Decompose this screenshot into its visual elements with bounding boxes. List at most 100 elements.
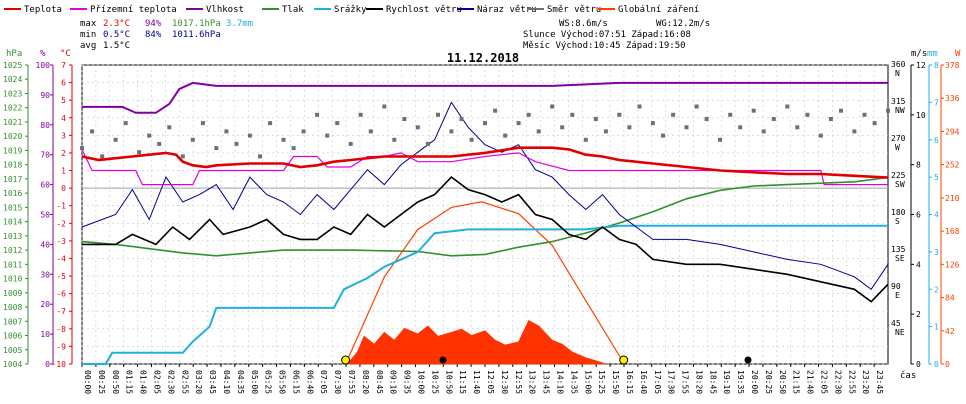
axis-w-label: 84 bbox=[945, 294, 955, 303]
moonrise-marker bbox=[439, 356, 447, 364]
stats-min-humidity: 84% bbox=[145, 30, 162, 40]
axis-degc-label: 2 bbox=[61, 149, 66, 158]
legend-label: Vlhkost bbox=[206, 5, 244, 15]
axis-pct-label: 0 bbox=[45, 360, 50, 369]
axis-pct-label: 50 bbox=[40, 211, 50, 220]
axis-mm-label: 6 bbox=[934, 136, 939, 145]
wind-dir-point bbox=[818, 133, 823, 138]
axis-hpa-label: 1017 bbox=[3, 175, 22, 184]
axis-mm-label: 8 bbox=[934, 61, 939, 70]
axis-ms-label: 2 bbox=[916, 310, 921, 319]
series-layer bbox=[80, 81, 890, 365]
time-tick-label: 01:40 bbox=[139, 370, 148, 394]
legend: Teplota Přízemní teplota Vlhkost Tlak Srážky… bbox=[4, 5, 699, 15]
axis-pct-label: 10 bbox=[40, 330, 50, 339]
wind-dir-point bbox=[113, 137, 118, 142]
wind-dir-point bbox=[718, 137, 723, 142]
time-tick-label: 02:55 bbox=[180, 370, 189, 394]
wind-dir-point bbox=[291, 146, 296, 151]
time-tick-label: 00:00 bbox=[83, 370, 92, 394]
axis-degc-label: 0 bbox=[61, 184, 66, 193]
left-axes: 1025102410231022102110201019101810171016… bbox=[3, 61, 73, 369]
axis-w-label: 336 bbox=[945, 94, 960, 103]
time-tick-label: 22:30 bbox=[833, 370, 842, 394]
axis-degc-label: 6 bbox=[61, 79, 66, 88]
series-humidity bbox=[82, 81, 888, 114]
axis-degc-label: -1 bbox=[56, 202, 66, 211]
wind-dir-point bbox=[671, 112, 676, 117]
axis-hpa-label: 1009 bbox=[3, 289, 22, 298]
wind-dir-point bbox=[469, 137, 474, 142]
axis-w-label: 126 bbox=[945, 260, 960, 269]
legend-label: Globální záření bbox=[618, 5, 699, 15]
legend-label: Náraz větru bbox=[477, 5, 537, 15]
wind-dir-point bbox=[392, 137, 397, 142]
axis-mm-label: 1 bbox=[934, 323, 939, 332]
wind-dir-point bbox=[704, 117, 709, 121]
wind-dir-point bbox=[147, 133, 152, 138]
axis-dir-deg: 180 bbox=[891, 208, 906, 217]
series-radiation-area bbox=[346, 319, 607, 365]
time-tick-label: 17:55 bbox=[681, 370, 690, 394]
wind-dir-point bbox=[358, 112, 363, 117]
moonset-marker bbox=[744, 356, 752, 364]
time-tick-label: 05:00 bbox=[250, 370, 259, 394]
axis-dir-deg: 270 bbox=[891, 134, 906, 143]
axis-w-label: 252 bbox=[945, 161, 960, 170]
time-tick-label: 10:50 bbox=[444, 370, 453, 394]
axis-dir-name: NW bbox=[895, 106, 905, 115]
legend-label: Rychlost větru bbox=[386, 5, 462, 15]
axis-hpa-label: 1016 bbox=[3, 189, 22, 198]
axis-degc-label: 4 bbox=[61, 114, 66, 123]
axis-dir-name: N bbox=[895, 69, 900, 78]
wind-dir-point bbox=[738, 125, 743, 130]
time-tick-label: 01:15 bbox=[125, 370, 134, 394]
axis-pct-label: 70 bbox=[40, 151, 50, 160]
wind-dir-point bbox=[425, 141, 430, 146]
axis-w-label: 168 bbox=[945, 227, 960, 236]
series-wind-speed bbox=[82, 176, 889, 303]
axis-hpa-label: 1014 bbox=[3, 218, 22, 227]
time-tick-label: 22:55 bbox=[847, 370, 856, 394]
axis-dir-name: SE bbox=[895, 254, 905, 263]
axis-unit-time: čas bbox=[900, 370, 916, 381]
time-tick-label: 20:25 bbox=[764, 370, 773, 394]
wind-dir-point bbox=[167, 125, 172, 130]
axis-w-label: 210 bbox=[945, 194, 960, 203]
axis-mm-label: 2 bbox=[934, 285, 939, 294]
axis-w-label: 42 bbox=[945, 327, 955, 336]
time-tick-label: 15:50 bbox=[611, 370, 620, 394]
info-wind-gust: WG:12.2m/s bbox=[656, 19, 710, 29]
axis-hpa-label: 1023 bbox=[3, 89, 22, 98]
axis-pct-label: 80 bbox=[40, 121, 50, 130]
wind-dir-point bbox=[436, 112, 440, 117]
wind-dir-point bbox=[281, 137, 286, 142]
wind-dir-point bbox=[795, 125, 800, 130]
wind-dir-point bbox=[627, 125, 632, 130]
time-tick-label: 08:20 bbox=[361, 370, 370, 394]
wind-dir-point bbox=[570, 112, 575, 117]
wind-dir-point bbox=[258, 154, 262, 159]
time-tick-label: 13:45 bbox=[542, 370, 551, 394]
info-moon: Měsíc Východ:10:45 Západ:19:50 bbox=[523, 41, 686, 51]
time-tick-label: 00:25 bbox=[97, 370, 106, 394]
time-tick-label: 03:20 bbox=[194, 370, 203, 394]
wind-dir-point bbox=[157, 141, 162, 146]
wind-dir-point bbox=[335, 121, 340, 126]
axis-degc-label: 7 bbox=[61, 61, 66, 70]
axis-hpa-label: 1015 bbox=[3, 203, 22, 212]
time-tick-label: 20:50 bbox=[778, 370, 787, 394]
sunset-marker bbox=[619, 355, 629, 365]
axis-hpa-label: 1007 bbox=[3, 317, 22, 326]
wind-dir-point bbox=[180, 154, 185, 159]
axis-ms-label: 4 bbox=[916, 260, 921, 269]
axis-dir-deg: 135 bbox=[891, 245, 906, 254]
time-tick-label: 18:20 bbox=[694, 370, 703, 394]
wind-dir-point bbox=[402, 117, 407, 121]
time-tick-label: 18:45 bbox=[708, 370, 717, 394]
time-tick-label: 22:05 bbox=[820, 370, 829, 394]
time-tick-label: 02:30 bbox=[166, 370, 175, 394]
axis-unit-ms: m/s bbox=[911, 49, 927, 59]
axis-degc-label: 5 bbox=[61, 96, 66, 105]
